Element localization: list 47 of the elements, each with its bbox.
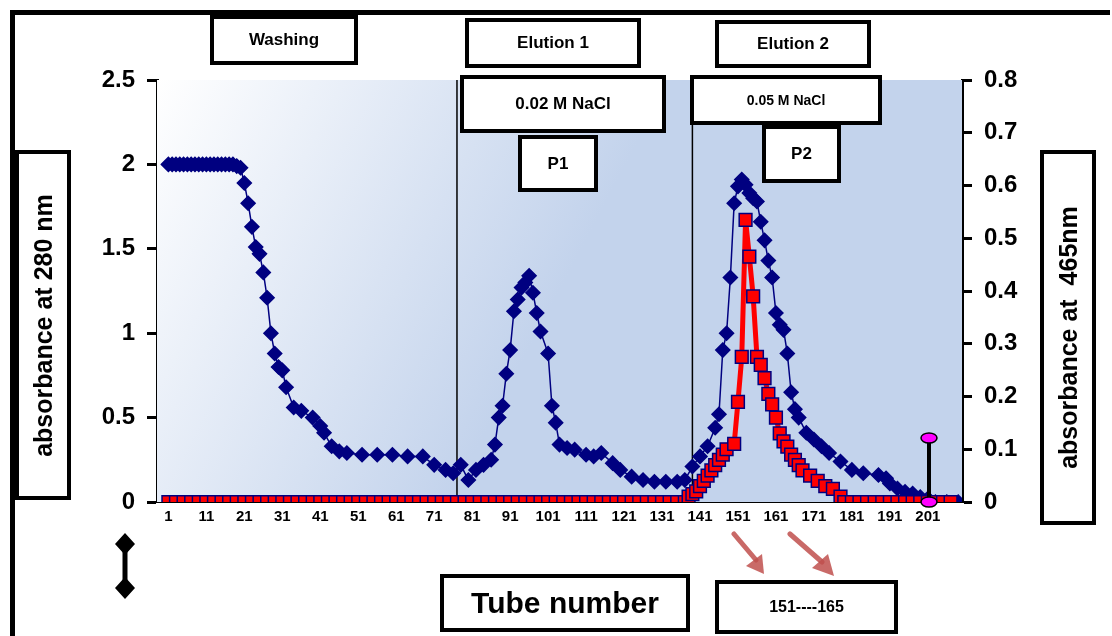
y2-tick-label: 0.5: [984, 222, 1018, 250]
x-tick-label: 31: [273, 507, 291, 525]
x-tick-label: 1: [164, 507, 173, 525]
x-tick-label: 71: [425, 507, 443, 525]
x-tick-label: 91: [501, 507, 519, 525]
y-tick-label: 0: [121, 486, 135, 514]
y-tick-label: 2.5: [101, 64, 135, 92]
x-axis-title: Tube number: [440, 574, 690, 632]
x-tick-label: 61: [387, 507, 405, 525]
note-box: Elution 1: [465, 18, 641, 68]
y2-tick-label: 0.7: [984, 117, 1018, 145]
y-tick-label: 0.5: [101, 402, 135, 430]
note-box: P1: [518, 135, 598, 192]
y2-tick-label: 0.3: [984, 328, 1018, 356]
y2-tick-label: 0.6: [984, 170, 1018, 198]
y-axis-title: absorbance at 280 nm: [28, 193, 58, 457]
x-tick-label: 131: [649, 507, 675, 525]
note-box: P2: [762, 125, 841, 183]
x-tick-label: 171: [801, 507, 827, 525]
y2-axis-title: absorbance at 465nm: [1053, 206, 1083, 469]
y2-tick-label: 0.1: [984, 433, 1018, 461]
x-tick-label: 101: [535, 507, 561, 525]
note-box: 0.05 M NaCl: [690, 75, 882, 125]
x-tick-label: 191: [877, 507, 903, 525]
y-tick-label: 1: [121, 317, 135, 345]
x-tick-label: 141: [687, 507, 713, 525]
x-tick-label: 41: [311, 507, 329, 525]
x-tick-label: 111: [574, 507, 598, 525]
x-tick-label: 201: [915, 507, 941, 525]
x-tick-label: 121: [611, 507, 637, 525]
x-tick-label: 81: [463, 507, 481, 525]
x-tick-label: 161: [763, 507, 789, 525]
y2-tick-label: 0.8: [984, 64, 1018, 92]
x-tick-label: 51: [349, 507, 367, 525]
y-tick-label: 1.5: [101, 233, 135, 261]
x-tick-label: 181: [839, 507, 865, 525]
y2-tick-label: 0.2: [984, 381, 1018, 409]
y-tick-label: 2: [121, 149, 135, 177]
y2-tick-label: 0: [984, 486, 998, 514]
note-box: Washing: [210, 15, 358, 65]
x-tick-label: 151: [725, 507, 751, 525]
x-tick-label: 11: [198, 507, 215, 525]
note-box: 0.02 M NaCl: [460, 75, 666, 133]
y2-tick-label: 0.4: [984, 275, 1019, 303]
note-box: Elution 2: [715, 20, 871, 68]
x-tick-label: 21: [235, 507, 253, 525]
note-box: 151----165: [715, 580, 898, 634]
